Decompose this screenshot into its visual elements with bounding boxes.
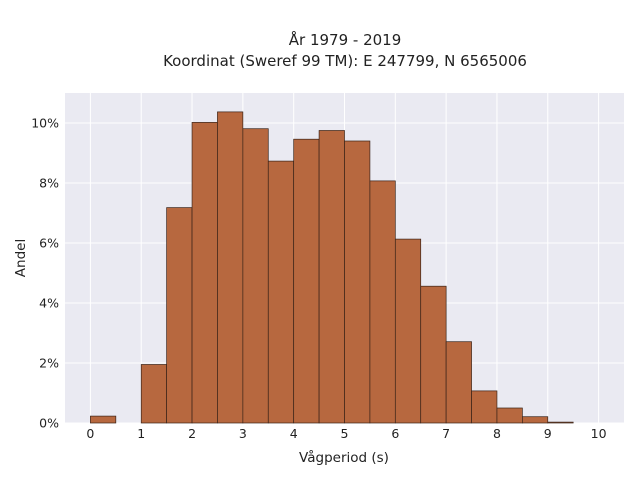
x-tick-label: 0	[86, 426, 94, 441]
x-tick-label: 4	[290, 426, 298, 441]
x-tick-label: 3	[239, 426, 247, 441]
y-axis-label: Andel	[13, 239, 29, 277]
histogram-bar	[547, 421, 574, 424]
histogram-bar	[420, 285, 447, 424]
x-tick-label: 5	[341, 426, 349, 441]
x-tick-label: 9	[544, 426, 552, 441]
histogram-bar	[191, 122, 218, 424]
y-tick-label: 6%	[39, 236, 59, 251]
histogram-bar	[293, 138, 320, 424]
y-tick-label: 8%	[39, 176, 59, 191]
x-tick-label: 10	[591, 426, 607, 441]
histogram-bar	[166, 207, 193, 424]
y-tick-label: 10%	[31, 116, 59, 131]
x-tick-label: 6	[391, 426, 399, 441]
y-tick-label: 0%	[39, 416, 59, 431]
chart-title-line-2: Koordinat (Sweref 99 TM): E 247799, N 65…	[163, 52, 527, 70]
histogram-bar	[496, 407, 523, 424]
histogram-bar	[394, 238, 422, 424]
histogram-bar	[471, 390, 498, 424]
x-tick-label: 2	[188, 426, 196, 441]
histogram-bar	[522, 416, 549, 424]
histogram-bar	[445, 341, 472, 424]
x-axis-label: Vågperiod (s)	[299, 449, 389, 466]
x-axis-ticks: 0 1 2 3 4 5 6 7 8 9 10	[86, 426, 606, 441]
bars-group	[90, 111, 574, 424]
x-tick-label: 7	[442, 426, 450, 441]
histogram-bar	[140, 364, 167, 424]
histogram-bar	[90, 415, 117, 424]
x-tick-label: 8	[493, 426, 501, 441]
chart-title-line-1: År 1979 - 2019	[289, 30, 402, 49]
histogram-bar	[318, 130, 345, 424]
histogram-bar	[344, 140, 371, 424]
y-tick-label: 2%	[39, 356, 59, 371]
histogram-bar	[242, 128, 269, 424]
x-tick-label: 1	[137, 426, 145, 441]
histogram-bar	[369, 180, 396, 424]
histogram-bar	[267, 160, 295, 424]
histogram-bar	[217, 111, 244, 424]
y-axis-ticks: 0% 2% 4% 6% 8% 10%	[31, 116, 59, 431]
y-tick-label: 4%	[39, 296, 59, 311]
